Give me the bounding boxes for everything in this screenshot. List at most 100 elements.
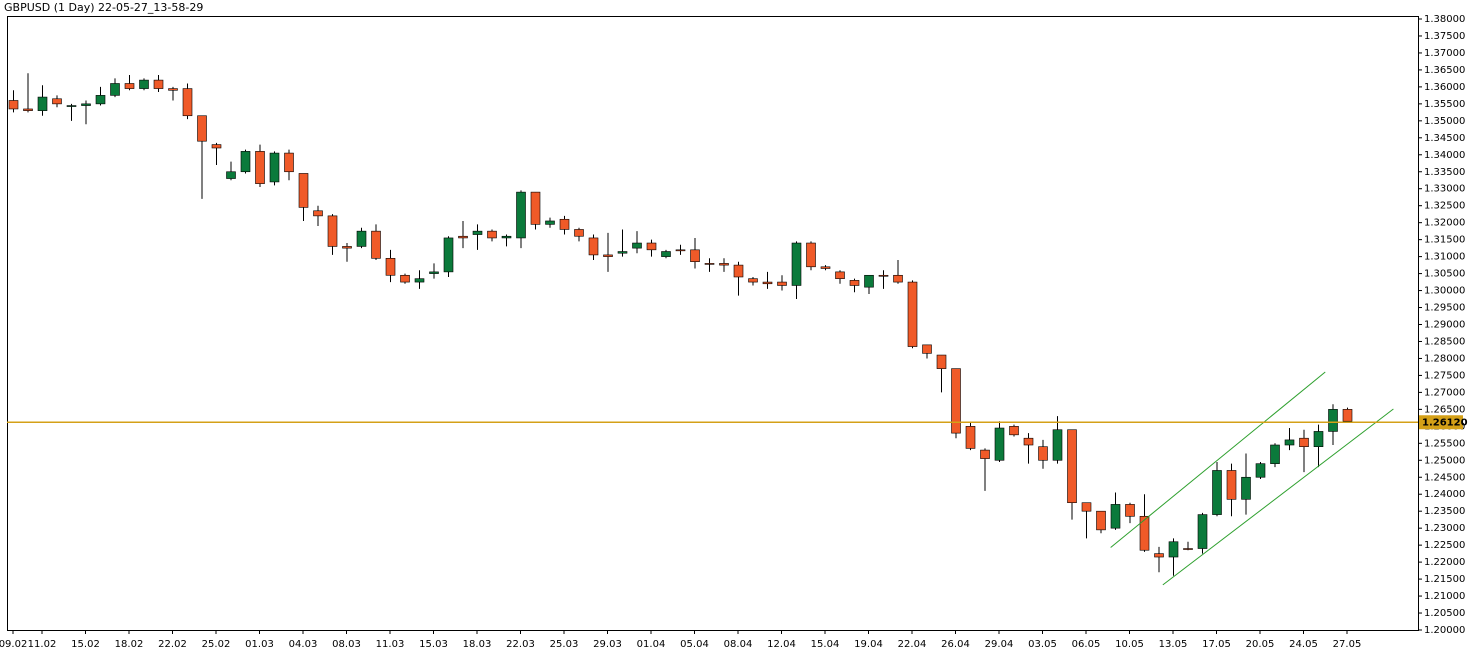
candle-body	[1270, 444, 1280, 464]
x-tick-label: 22.02	[158, 639, 187, 650]
y-tick-label: 1.37500	[1424, 31, 1465, 42]
current-price-label: 1.26120	[1422, 417, 1468, 428]
y-tick-label: 1.33500	[1424, 167, 1465, 178]
candle-body	[458, 235, 468, 239]
y-tick-label: 1.30000	[1424, 286, 1465, 297]
y-tick-label: 1.21000	[1424, 591, 1465, 602]
candle-body	[371, 230, 381, 259]
candle-body	[269, 152, 280, 183]
candle-body	[893, 274, 903, 283]
candle-body	[936, 354, 947, 369]
x-tick-label: 24.05	[1289, 639, 1318, 650]
candle-body	[1241, 476, 1251, 500]
x-tick-label: 15.04	[811, 639, 840, 650]
x-tick-label: 11.03	[376, 639, 405, 650]
y-tick-label: 1.32500	[1424, 201, 1465, 212]
x-tick-label: 19.04	[854, 639, 883, 650]
y-tick-label: 1.37000	[1424, 48, 1465, 59]
candle-body	[1328, 409, 1338, 432]
candle-body	[153, 79, 164, 89]
current-price-box	[1419, 415, 1463, 430]
candle-body	[603, 254, 613, 257]
y-tick-label: 1.25500	[1424, 438, 1465, 449]
candle-body	[574, 229, 584, 237]
candle-body	[110, 83, 120, 96]
x-tick-label: 20.05	[1246, 639, 1275, 650]
candle-body	[1212, 470, 1222, 515]
x-tick-label: 25.03	[550, 639, 579, 650]
y-tick-label: 1.38000	[1424, 14, 1465, 25]
x-tick-label: 08.03	[332, 639, 361, 650]
candle-body	[675, 249, 686, 252]
candle-body	[1052, 429, 1063, 461]
x-tick-label: 27.05	[1333, 639, 1362, 650]
x-tick-label: 15.03	[419, 639, 448, 650]
channel-line	[1162, 408, 1394, 586]
candle-body	[8, 100, 19, 110]
y-tick-label: 1.29000	[1424, 320, 1465, 331]
x-tick-label: 10.05	[1115, 639, 1144, 650]
candle-body	[1255, 463, 1266, 478]
candle-body	[1023, 437, 1034, 446]
candle-body	[806, 242, 816, 268]
candle-body	[835, 271, 845, 279]
candle-body	[501, 235, 512, 239]
candle-body	[1197, 514, 1208, 549]
candle-body	[356, 230, 367, 247]
candle-body	[820, 266, 831, 269]
candle-body	[168, 88, 178, 91]
candle-body	[980, 449, 990, 459]
y-tick-label: 1.34500	[1424, 133, 1465, 144]
y-tick-label: 1.26500	[1424, 404, 1465, 415]
x-tick-label: 25.02	[202, 639, 231, 650]
candle-body	[1081, 502, 1092, 512]
candle-body	[1284, 439, 1295, 446]
candle-body	[342, 246, 352, 249]
candle-body	[313, 210, 323, 217]
candle-body	[1154, 553, 1164, 558]
candle-body	[255, 151, 265, 184]
candle-body	[139, 79, 149, 89]
candle-body	[1183, 548, 1193, 550]
candle-body	[762, 281, 773, 285]
x-tick-label: 22.04	[898, 639, 927, 650]
candle-body	[1168, 541, 1179, 558]
candle-body	[864, 274, 874, 288]
x-tick-label: 11.02	[28, 639, 57, 650]
y-tick-label: 1.36000	[1424, 82, 1465, 93]
x-tick-label: 29.03	[593, 639, 622, 650]
candle-body	[907, 281, 918, 347]
x-tick-label: 13.05	[1159, 639, 1188, 650]
y-tick-label: 1.30500	[1424, 269, 1465, 280]
candle-body	[777, 281, 787, 286]
candle-body	[472, 230, 483, 235]
candle-body	[1110, 504, 1121, 529]
candle-body	[646, 242, 657, 251]
x-tick-label: 03.05	[1028, 639, 1057, 650]
x-tick-label: 29.04	[985, 639, 1014, 650]
candle-body	[965, 426, 976, 449]
candle-body	[1342, 409, 1353, 422]
candle-body	[1226, 470, 1237, 500]
y-tick-label: 1.34000	[1424, 150, 1465, 161]
candle-body	[240, 151, 251, 173]
candle-body	[704, 263, 715, 265]
candle-body	[226, 171, 236, 179]
y-tick-label: 1.31000	[1424, 252, 1465, 263]
y-tick-label: 1.23000	[1424, 523, 1465, 534]
y-tick-label: 1.24500	[1424, 472, 1465, 483]
candle-body	[124, 83, 135, 89]
candle-body	[211, 144, 222, 149]
y-tick-label: 1.33000	[1424, 184, 1465, 195]
candle-body	[994, 427, 1005, 461]
x-tick-label: 06.05	[1072, 639, 1101, 650]
y-tick-label: 1.27500	[1424, 370, 1465, 381]
candle-body	[1125, 504, 1135, 517]
x-tick-label: 01.04	[637, 639, 666, 650]
channel-line	[1110, 371, 1326, 548]
x-tick-label: 15.02	[71, 639, 100, 650]
candle-body	[298, 173, 309, 208]
y-tick-label: 1.32000	[1424, 218, 1465, 229]
candle-body	[719, 263, 729, 266]
candle-body	[197, 115, 207, 142]
